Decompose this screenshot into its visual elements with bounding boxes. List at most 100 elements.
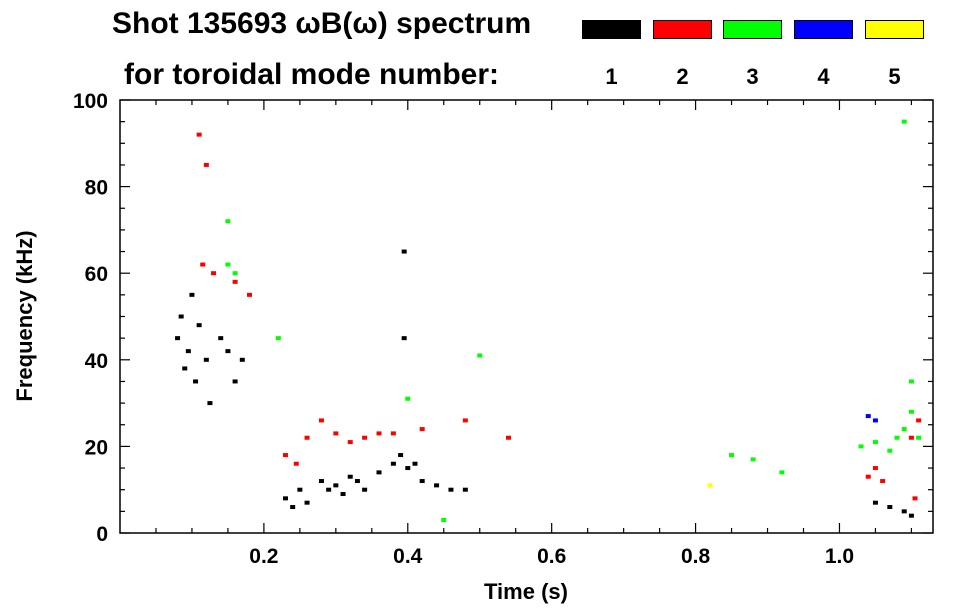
data-point-n1 bbox=[872, 500, 878, 505]
data-point-n1 bbox=[290, 505, 296, 510]
ticks-layer bbox=[120, 99, 933, 534]
data-point-n3 bbox=[275, 336, 281, 341]
data-point-n2 bbox=[908, 435, 914, 440]
legend-label-1: 1 bbox=[605, 64, 618, 89]
chart-subtitle: for toroidal mode number: bbox=[124, 58, 499, 91]
y-tick-label: 40 bbox=[85, 350, 108, 373]
legend-swatch-5 bbox=[865, 20, 924, 39]
chart-title: Shot 135693 ωB(ω) spectrum bbox=[112, 7, 532, 40]
y-tick-label: 20 bbox=[85, 436, 108, 459]
x-tick-label: 0.8 bbox=[681, 545, 711, 568]
data-point-n2 bbox=[247, 292, 253, 297]
legend-label-2: 2 bbox=[676, 64, 689, 89]
data-point-n3 bbox=[872, 440, 878, 445]
data-point-n1 bbox=[401, 249, 407, 254]
legend-swatch-2 bbox=[653, 20, 712, 39]
data-point-n3 bbox=[750, 457, 756, 462]
data-point-n2 bbox=[293, 461, 299, 466]
data-point-n1 bbox=[189, 292, 195, 297]
legend-label-3: 3 bbox=[746, 64, 759, 89]
data-point-n3 bbox=[477, 353, 483, 358]
data-point-n1 bbox=[412, 461, 418, 466]
plot-frame bbox=[119, 99, 934, 534]
legend-label-5: 5 bbox=[888, 64, 901, 89]
data-point-n2 bbox=[282, 453, 288, 458]
data-point-n2 bbox=[333, 431, 339, 436]
data-point-n1 bbox=[347, 474, 353, 479]
legend-swatch-4 bbox=[794, 20, 853, 39]
data-point-n4 bbox=[865, 414, 871, 419]
data-point-n1 bbox=[419, 479, 425, 484]
x-tick-label: 0.2 bbox=[249, 545, 278, 568]
data-point-n1 bbox=[225, 349, 231, 354]
data-point-n1 bbox=[908, 513, 914, 518]
data-point-n2 bbox=[318, 418, 324, 423]
data-point-n1 bbox=[185, 349, 191, 354]
data-point-n1 bbox=[405, 466, 411, 471]
data-point-n3 bbox=[225, 262, 231, 267]
data-point-n1 bbox=[196, 323, 202, 328]
data-point-n1 bbox=[362, 487, 368, 492]
data-point-n3 bbox=[405, 396, 411, 401]
data-point-n1 bbox=[193, 379, 199, 384]
legend-swatch-3 bbox=[723, 20, 782, 39]
data-point-n2 bbox=[376, 431, 382, 436]
data-point-n2 bbox=[506, 435, 512, 440]
x-tick-label: 0.6 bbox=[537, 545, 566, 568]
data-point-n2 bbox=[211, 271, 217, 276]
data-point-n2 bbox=[865, 474, 871, 479]
y-tick-label: 80 bbox=[85, 177, 108, 200]
y-tick-label: 100 bbox=[73, 90, 108, 113]
data-point-n2 bbox=[419, 427, 425, 432]
data-point-n1 bbox=[462, 487, 468, 492]
data-point-n1 bbox=[175, 336, 181, 341]
data-point-n1 bbox=[239, 357, 245, 362]
data-point-n3 bbox=[232, 271, 238, 276]
data-point-n2 bbox=[347, 440, 353, 445]
data-point-n2 bbox=[196, 132, 202, 137]
data-point-n1 bbox=[282, 496, 288, 501]
data-point-n2 bbox=[304, 435, 310, 440]
data-point-n2 bbox=[232, 279, 238, 284]
data-point-n1 bbox=[178, 314, 184, 319]
data-point-n2 bbox=[462, 418, 468, 423]
data-point-n1 bbox=[401, 336, 407, 341]
y-tick-label: 60 bbox=[85, 263, 108, 286]
data-point-n1 bbox=[297, 487, 303, 492]
data-point-n1 bbox=[434, 483, 440, 488]
data-point-n2 bbox=[200, 262, 206, 267]
data-point-n3 bbox=[887, 448, 893, 453]
tick-labels-layer: 0.2 0.4 0.6 0.8 1.0 0 20 40 60 80 100 bbox=[73, 90, 854, 568]
data-point-n3 bbox=[908, 409, 914, 414]
data-point-n1 bbox=[901, 509, 907, 514]
data-point-n1 bbox=[203, 357, 209, 362]
data-point-n3 bbox=[908, 379, 914, 384]
y-axis-label: Frequency (kHz) bbox=[12, 230, 37, 401]
data-point-n2 bbox=[362, 435, 368, 440]
data-point-n1 bbox=[304, 500, 310, 505]
legend-label-4: 4 bbox=[817, 64, 830, 89]
data-point-n3 bbox=[916, 435, 922, 440]
data-point-n1 bbox=[398, 453, 404, 458]
data-point-n3 bbox=[225, 219, 231, 224]
data-point-n3 bbox=[779, 470, 785, 475]
data-point-n4 bbox=[872, 418, 878, 423]
data-point-n1 bbox=[376, 470, 382, 475]
data-point-n1 bbox=[390, 461, 396, 466]
x-axis-label: Time (s) bbox=[484, 579, 568, 604]
data-point-n1 bbox=[326, 487, 332, 492]
data-point-n2 bbox=[912, 496, 918, 501]
data-point-n3 bbox=[894, 435, 900, 440]
y-tick-label: 0 bbox=[96, 523, 108, 546]
data-point-n1 bbox=[232, 379, 238, 384]
x-tick-label: 0.4 bbox=[393, 545, 423, 568]
data-point-n2 bbox=[872, 466, 878, 471]
data-point-n3 bbox=[901, 427, 907, 432]
data-point-n1 bbox=[354, 479, 360, 484]
data-point-n3 bbox=[729, 453, 735, 458]
legend-swatch-1 bbox=[582, 20, 641, 39]
data-point-n1 bbox=[318, 479, 324, 484]
series-layer bbox=[175, 119, 922, 523]
